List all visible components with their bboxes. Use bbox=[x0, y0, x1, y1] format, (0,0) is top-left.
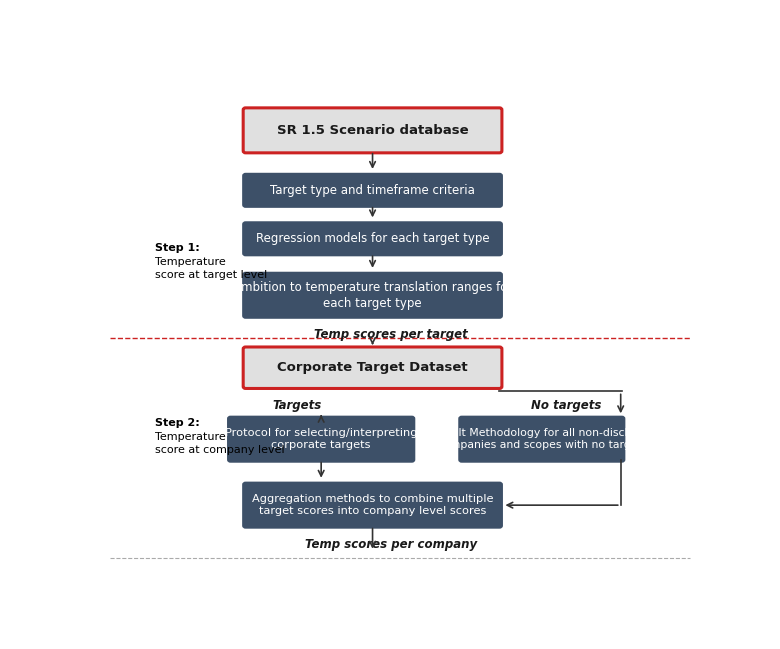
Text: Default Methodology for all non-disclosing
companies and scopes with no targets: Default Methodology for all non-disclosi… bbox=[427, 428, 658, 450]
Text: Protocol for selecting/interpreting
corporate targets: Protocol for selecting/interpreting corp… bbox=[225, 428, 417, 450]
Text: Temp scores per company: Temp scores per company bbox=[305, 538, 477, 551]
FancyBboxPatch shape bbox=[459, 417, 624, 461]
Text: No targets: No targets bbox=[531, 399, 601, 412]
FancyBboxPatch shape bbox=[243, 273, 502, 318]
Text: Ambition to temperature translation ranges for
each target type: Ambition to temperature translation rang… bbox=[233, 281, 512, 310]
Text: Temperature
score at company level: Temperature score at company level bbox=[155, 432, 285, 456]
Text: Aggregation methods to combine multiple
target scores into company level scores: Aggregation methods to combine multiple … bbox=[252, 494, 493, 517]
Text: Temp scores per target: Temp scores per target bbox=[314, 328, 467, 341]
Text: Targets: Targets bbox=[272, 399, 321, 412]
FancyBboxPatch shape bbox=[243, 108, 502, 153]
Text: Temperature
score at target level: Temperature score at target level bbox=[155, 257, 268, 280]
FancyBboxPatch shape bbox=[243, 174, 502, 207]
Text: Regression models for each target type: Regression models for each target type bbox=[256, 232, 489, 245]
Text: SR 1.5 Scenario database: SR 1.5 Scenario database bbox=[277, 124, 468, 137]
FancyBboxPatch shape bbox=[243, 223, 502, 255]
Text: Step 2:: Step 2: bbox=[155, 418, 200, 428]
FancyBboxPatch shape bbox=[243, 347, 502, 389]
Text: Target type and timeframe criteria: Target type and timeframe criteria bbox=[270, 184, 475, 197]
FancyBboxPatch shape bbox=[243, 483, 502, 528]
FancyBboxPatch shape bbox=[228, 417, 414, 461]
Text: Step 1:: Step 1: bbox=[155, 243, 200, 253]
Text: Corporate Target Dataset: Corporate Target Dataset bbox=[277, 361, 468, 374]
